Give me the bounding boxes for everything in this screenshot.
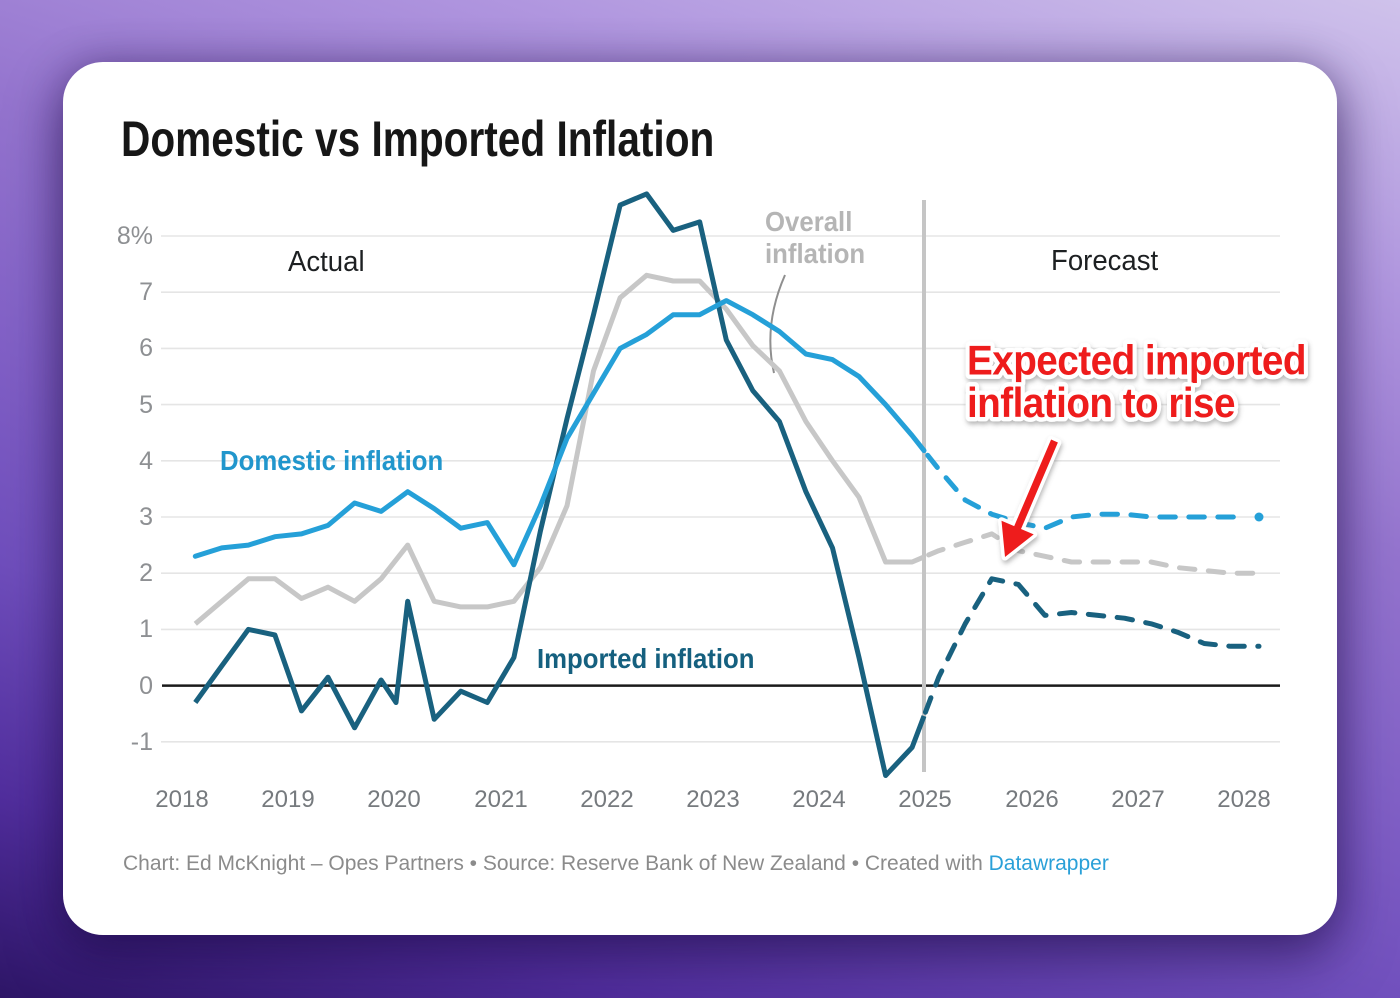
svg-text:Expected imported: Expected imported	[967, 336, 1306, 384]
svg-text:inflation to rise: inflation to rise	[967, 379, 1235, 427]
